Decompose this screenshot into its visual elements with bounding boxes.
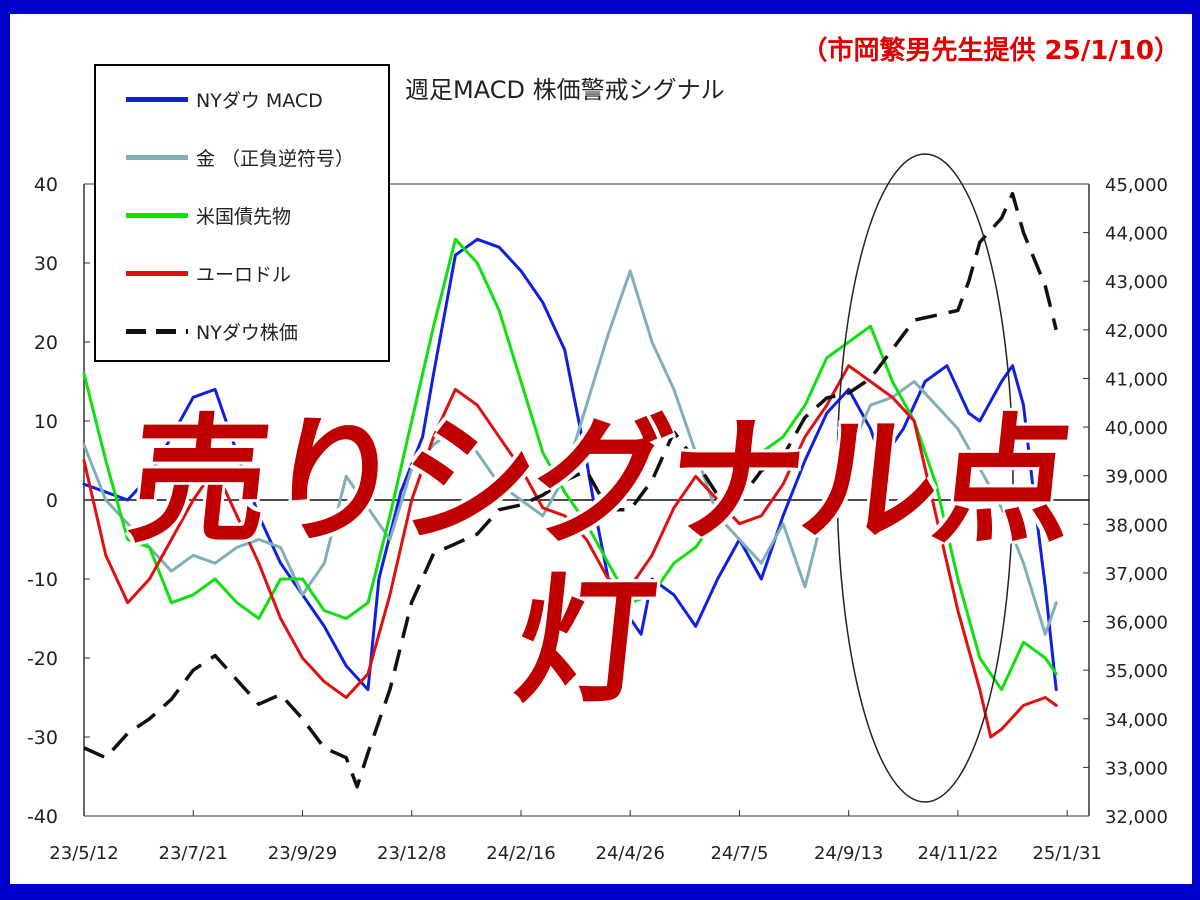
x-tick-label: 23/12/8	[377, 843, 446, 864]
legend-item-eurusd: ユーロドル	[126, 258, 291, 288]
right-tick-label: 38,000	[1105, 515, 1168, 536]
legend-item-nydow-macd: NYダウ MACD	[126, 84, 323, 114]
highlight-ellipse	[836, 153, 1014, 803]
x-tick-label: 23/9/29	[268, 843, 337, 864]
x-tick-label: 24/4/26	[596, 843, 665, 864]
x-tick-label: 25/1/31	[1032, 843, 1101, 864]
chart-axes: 40 30 20 10 0 -10 -20 -30 -40 45,000 44,000 43,000 4…	[27, 174, 1168, 864]
legend-item-nydow-price: NYダウ株価	[126, 316, 298, 346]
right-tick-label: 37,000	[1105, 564, 1168, 585]
series-line-1	[82, 269, 1058, 636]
legend-label: NYダウ MACD	[196, 89, 323, 112]
x-tick-label: 24/2/16	[486, 843, 555, 864]
left-tick-label: 40	[34, 174, 58, 196]
frame-left	[0, 0, 10, 900]
legend-swatch-blue	[126, 96, 188, 102]
right-tick-label: 45,000	[1105, 175, 1168, 196]
left-tick-label: 10	[34, 411, 58, 433]
chart-legend: NYダウ MACD 金 （正負逆符号） 米国債先物 ユーロドル NYダウ株価	[94, 64, 390, 362]
legend-label: NYダウ株価	[196, 321, 298, 344]
x-tick-label: 24/11/22	[917, 843, 998, 864]
legend-label: 金 （正負逆符号）	[196, 147, 355, 170]
frame-right	[1192, 0, 1200, 900]
chart-title: 週足MACD 株価警戒シグナル	[405, 76, 725, 104]
sell-signal-overlay: 売りシグナル点灯	[122, 401, 1078, 722]
right-tick-label: 43,000	[1105, 272, 1168, 293]
x-tick-label: 24/7/5	[710, 843, 768, 864]
left-tick-label: 0	[46, 490, 58, 512]
legend-swatch-teal	[126, 154, 188, 160]
series-line-0	[82, 237, 1058, 692]
left-tick-label: -20	[27, 648, 58, 670]
left-tick-label: -30	[27, 727, 58, 749]
frame-top	[0, 0, 1200, 14]
right-tick-label: 40,000	[1105, 418, 1168, 439]
x-tick-label: 24/9/13	[814, 843, 883, 864]
x-tick-label: 23/7/21	[159, 843, 228, 864]
right-tick-label: 39,000	[1105, 467, 1168, 488]
right-tick-label: 41,000	[1105, 369, 1168, 390]
right-tick-label: 42,000	[1105, 321, 1168, 342]
series-line-2	[82, 237, 1058, 692]
frame-bottom	[0, 884, 1200, 900]
series-line-3	[82, 364, 1058, 739]
legend-item-gold: 金 （正負逆符号）	[126, 142, 354, 172]
left-tick-label: 30	[34, 253, 58, 275]
credit-text: （市岡繁男先生提供 25/1/10）	[801, 36, 1181, 66]
right-tick-label: 32,000	[1105, 807, 1168, 828]
legend-label: 米国債先物	[196, 205, 292, 228]
right-tick-label: 35,000	[1105, 661, 1168, 682]
right-tick-label: 33,000	[1105, 758, 1168, 779]
right-tick-label: 34,000	[1105, 710, 1168, 731]
chart-series	[82, 191, 1058, 789]
legend-label: ユーロドル	[196, 263, 292, 286]
left-tick-label: -40	[27, 806, 58, 828]
x-tick-label: 23/5/12	[49, 843, 118, 864]
series-line-4	[83, 191, 1058, 789]
right-tick-label: 36,000	[1105, 613, 1168, 634]
right-tick-label: 44,000	[1105, 224, 1168, 245]
legend-swatch-black-dashed	[126, 328, 188, 334]
legend-swatch-red	[126, 270, 188, 276]
left-tick-label: -10	[27, 569, 58, 591]
left-tick-label: 20	[34, 332, 58, 354]
legend-swatch-green	[126, 212, 188, 218]
legend-item-treasury: 米国債先物	[126, 200, 291, 230]
